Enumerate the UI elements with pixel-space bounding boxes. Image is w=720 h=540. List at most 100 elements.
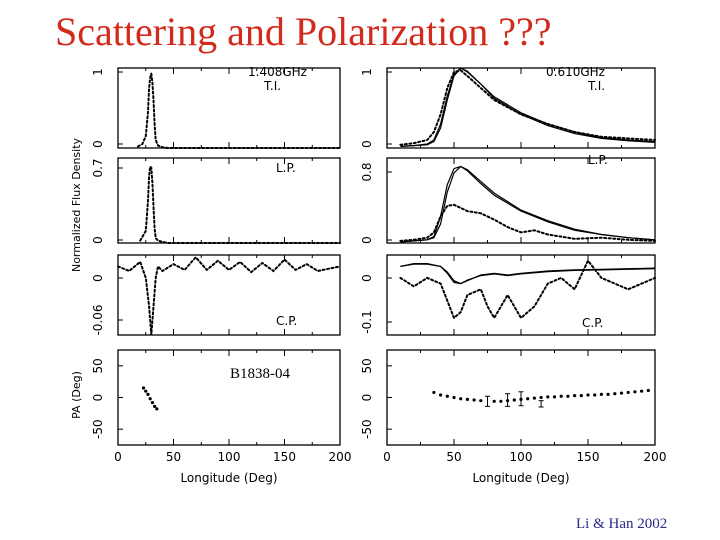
pa-data-point bbox=[499, 399, 503, 403]
pa-data-point bbox=[153, 404, 157, 408]
pa-data-point bbox=[150, 400, 155, 405]
panel-frequency-label: 1.408GHz bbox=[248, 65, 307, 79]
pa-data-point bbox=[606, 392, 610, 396]
y-tick-label: 0 bbox=[91, 394, 105, 402]
pa-data-point bbox=[579, 394, 583, 398]
y-tick-label: 0 bbox=[360, 394, 374, 402]
pa-data-point bbox=[552, 395, 557, 399]
y-tick-label: 50 bbox=[360, 358, 374, 373]
x-tick-label: 50 bbox=[446, 450, 461, 464]
pa-data-point bbox=[613, 392, 617, 396]
panel-quantity-label: C.P. bbox=[582, 316, 603, 330]
panel-frequency-label: 0.610GHz bbox=[546, 65, 605, 79]
panel-right-lp: 0.8 0 L.P. bbox=[360, 153, 656, 244]
pa-data-point bbox=[146, 392, 150, 396]
pa-data-point bbox=[566, 394, 570, 398]
pa-data-point bbox=[573, 394, 577, 398]
y-tick-label: -0.06 bbox=[91, 304, 105, 335]
x-tick-label: 200 bbox=[644, 450, 667, 464]
series-line-solid-a bbox=[400, 165, 656, 243]
pulsar-name-annotation: B1838-04 bbox=[230, 366, 291, 382]
pa-data-point bbox=[626, 390, 630, 395]
panel-frame bbox=[386, 67, 656, 149]
pa-data-point bbox=[619, 391, 624, 395]
pa-data-point bbox=[539, 395, 543, 400]
x-tick-label: 100 bbox=[510, 450, 533, 464]
pa-data-point bbox=[546, 395, 550, 399]
panel-frame bbox=[386, 254, 656, 336]
pa-data-point bbox=[586, 393, 590, 397]
pa-data-point bbox=[599, 392, 604, 396]
y-tick-label: -0.1 bbox=[360, 310, 374, 333]
panel-left-pa: 50 0 -50 0 50 100 150 200 Longitude (Deg) bbox=[91, 349, 351, 485]
panel-quantity-label: L.P. bbox=[588, 153, 608, 167]
pa-data-point bbox=[439, 393, 443, 397]
series-line-dotted bbox=[399, 69, 656, 146]
y-tick-label: 0 bbox=[360, 274, 374, 282]
y-axis-label-flux: Normalized Flux Density bbox=[70, 137, 83, 272]
credit-line: Li & Han 2002 bbox=[576, 516, 668, 532]
panel-quantity-label: T.I. bbox=[587, 79, 605, 93]
pa-data-point bbox=[640, 389, 644, 393]
pa-data-point bbox=[141, 386, 146, 390]
y-tick-label: -50 bbox=[360, 419, 374, 439]
panel-quantity-label: L.P. bbox=[276, 161, 296, 175]
y-tick-label: -50 bbox=[91, 419, 105, 439]
series-line-solid-b bbox=[400, 165, 656, 243]
pa-data-point bbox=[465, 397, 469, 401]
series-line-solid-b bbox=[400, 67, 656, 147]
x-axis-label: Longitude (Deg) bbox=[472, 471, 569, 485]
series-line-solid-a bbox=[400, 67, 656, 147]
pa-data-point bbox=[559, 394, 563, 398]
x-tick-label: 50 bbox=[166, 450, 181, 464]
pa-data-point bbox=[459, 397, 463, 401]
pa-data-point bbox=[472, 398, 476, 402]
panel-frame bbox=[117, 349, 341, 446]
pa-data-point bbox=[526, 397, 530, 401]
panel-right-pa: 50 0 -50 0 50 100 150 200 Longitude (Deg) bbox=[360, 349, 667, 485]
series-line-dotted bbox=[399, 258, 656, 320]
pa-data-point bbox=[148, 397, 152, 401]
pa-data-point bbox=[532, 396, 537, 400]
y-axis-label-pa: PA (Deg) bbox=[70, 371, 83, 419]
panel-quantity-label: T.I. bbox=[263, 79, 281, 93]
y-tick-label: 0 bbox=[91, 140, 105, 148]
y-tick-label: 1 bbox=[360, 68, 374, 76]
pa-data-point bbox=[646, 388, 650, 393]
y-tick-label: 50 bbox=[91, 358, 105, 373]
pa-data-point bbox=[479, 399, 483, 403]
x-axis-label: Longitude (Deg) bbox=[180, 471, 277, 485]
panel-left-lp: 0.7 0 L.P. bbox=[91, 157, 341, 244]
x-tick-label: 100 bbox=[218, 450, 241, 464]
y-tick-label: 0 bbox=[360, 236, 374, 244]
y-tick-label: 0.7 bbox=[91, 158, 105, 177]
panel-left-cp: 0 -0.06 C.P. bbox=[91, 254, 341, 336]
series-line-1.408GHz bbox=[117, 255, 341, 336]
slide-title: Scattering and Polarization ??? bbox=[55, 9, 552, 54]
y-tick-label: 0 bbox=[91, 236, 105, 244]
pa-data-point bbox=[512, 398, 516, 402]
pa-data-point bbox=[432, 390, 436, 395]
x-tick-label: 0 bbox=[114, 450, 122, 464]
x-tick-label: 150 bbox=[273, 450, 296, 464]
pa-data-point bbox=[144, 389, 148, 393]
pa-data-point bbox=[633, 390, 637, 394]
pa-data-point bbox=[155, 407, 159, 411]
pa-data-point bbox=[593, 393, 597, 397]
panel-quantity-label: C.P. bbox=[276, 314, 297, 328]
series-line-1.408GHz bbox=[139, 164, 341, 244]
pa-data-point bbox=[452, 395, 456, 400]
series-line-1.408GHz bbox=[137, 73, 341, 149]
y-tick-label: 0 bbox=[91, 274, 105, 282]
series-line-solid-b bbox=[400, 263, 656, 285]
x-tick-label: 0 bbox=[383, 450, 391, 464]
series-line-dotted bbox=[399, 203, 656, 242]
y-tick-label: 0.8 bbox=[360, 162, 374, 181]
x-tick-label: 150 bbox=[577, 450, 600, 464]
pa-data-point bbox=[492, 399, 496, 403]
y-tick-label: 1 bbox=[91, 68, 105, 76]
panel-frame bbox=[386, 157, 656, 244]
